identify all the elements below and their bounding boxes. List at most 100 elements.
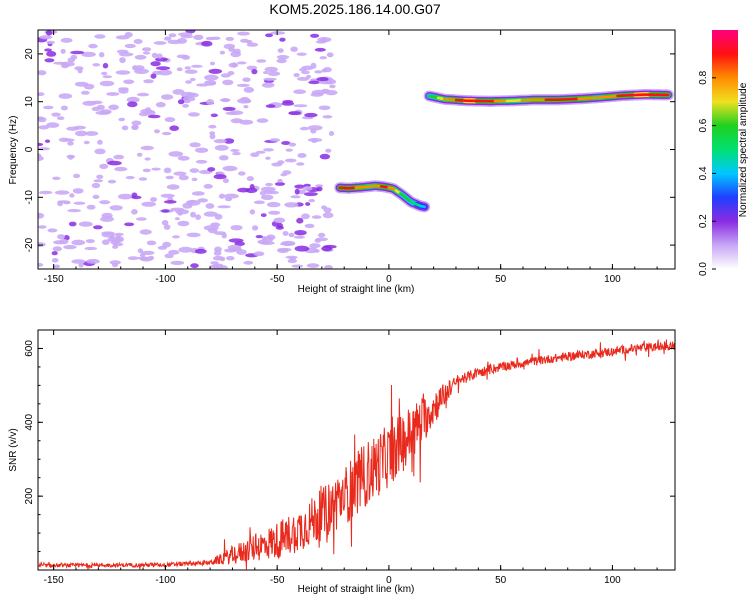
spectrogram-noise-cell bbox=[80, 90, 90, 95]
spectrogram-noise-cell bbox=[281, 141, 291, 145]
spectrogram-noise-cell bbox=[52, 246, 62, 252]
spectrogram-noise-cell bbox=[95, 110, 111, 115]
spectrogram-x-ticks: -150 -100 -50 0 50 100 bbox=[44, 30, 658, 285]
spectrogram-noise-cell bbox=[109, 205, 123, 211]
spectrogram-noise-cell bbox=[205, 203, 215, 209]
spectrogram-noise-cell bbox=[263, 148, 274, 152]
spectrogram-y-ticks: -20 -10 0 10 20 bbox=[24, 48, 675, 252]
spectrogram-noise-cell bbox=[142, 168, 151, 173]
spectrogram-noise-cell bbox=[234, 241, 245, 246]
spectrogram-noise-cell bbox=[153, 41, 167, 45]
spectrogram-noise-cell bbox=[172, 89, 185, 95]
spectrogram-noise-cell bbox=[131, 120, 142, 126]
spectrogram-noise-cell bbox=[319, 80, 333, 85]
spectrogram-noise-cell bbox=[316, 186, 323, 192]
spectrogram-noise-cell bbox=[309, 243, 321, 249]
spectrogram-noise-cell bbox=[46, 40, 55, 45]
spectrogram-noise-cell bbox=[193, 34, 204, 40]
spectrogram-noise-cell bbox=[93, 179, 103, 183]
spectrogram-noise-cell bbox=[133, 39, 143, 44]
spectrogram-noise-cell bbox=[164, 200, 177, 204]
spectrogram-noise-cell bbox=[38, 142, 44, 147]
spectrogram-noise-cell bbox=[127, 256, 139, 261]
spectrogram-noise-cell bbox=[99, 200, 111, 205]
spectrogram-noise-cell bbox=[201, 40, 213, 47]
spectrogram-noise-cell bbox=[310, 62, 317, 69]
spectrogram-noise-cell bbox=[99, 52, 105, 58]
spectrogram-noise-cell bbox=[119, 57, 126, 64]
spectrogram-noise-cell bbox=[71, 239, 86, 246]
spectrogram-noise-cell bbox=[94, 148, 106, 155]
spectrogram-noise-cell bbox=[136, 152, 143, 157]
spectrogram-noise-cell bbox=[280, 173, 288, 177]
spectrogram-noise-cell bbox=[114, 166, 128, 172]
spectrogram-noise-cell bbox=[44, 58, 55, 63]
spectrogram-noise-cell bbox=[225, 111, 237, 116]
x-tick-label: -150 bbox=[44, 575, 64, 586]
spectrogram-noise-cell bbox=[279, 37, 286, 42]
spectrogram-noise-cell bbox=[112, 242, 124, 247]
spectrogram-noise-cell bbox=[78, 262, 84, 268]
spectrogram-noise-cell bbox=[54, 190, 70, 195]
spectrogram-noise-cell bbox=[302, 186, 313, 191]
spectrogram-noise-cell bbox=[318, 232, 326, 238]
spectrogram-noise-cell bbox=[123, 79, 135, 85]
spectrogram-noise-cell bbox=[72, 188, 84, 194]
y-tick-label: -10 bbox=[24, 190, 35, 205]
spectrogram-noise-cell bbox=[288, 232, 295, 238]
spectrogram-noise-cell bbox=[60, 48, 66, 54]
spectrogram-noise-cell bbox=[223, 138, 235, 144]
spectrogram-noise-cell bbox=[232, 151, 241, 156]
spectrogram-noise-cell bbox=[144, 157, 151, 161]
spectrogram-noise-cell bbox=[253, 251, 265, 257]
spectrogram-noise-cell bbox=[177, 220, 190, 227]
spectrogram-noise-cell bbox=[155, 66, 171, 71]
spectrogram-noise-cell bbox=[86, 258, 100, 264]
spectrogram-noise-cell bbox=[93, 225, 103, 230]
spectrogram-noise-cell bbox=[246, 176, 254, 182]
spectrogram-noise-cell bbox=[107, 160, 122, 166]
spectrogram-noise-cell bbox=[230, 225, 243, 231]
spectrogram-noise-cell bbox=[210, 261, 219, 265]
spectrogram-noise-cell bbox=[163, 167, 172, 174]
spectrogram-noise-cell bbox=[59, 238, 69, 245]
spectrogram-noise-cell bbox=[86, 204, 96, 210]
spectrogram-noise-cell bbox=[281, 101, 295, 106]
spectrogram-noise-cell bbox=[150, 61, 161, 67]
spectrogram-noise-cell bbox=[219, 155, 229, 161]
spectrogram-noise-cell bbox=[296, 52, 307, 56]
x-tick-label: 0 bbox=[386, 274, 392, 285]
spectrogram-noise-cell bbox=[163, 36, 172, 41]
snr-panel: -150 -100 -50 0 50 100 200 400 600 Height of st… bbox=[8, 329, 676, 595]
spectrogram-noise-cell bbox=[318, 105, 331, 111]
spectrogram-noise-cell bbox=[38, 92, 45, 96]
spectrogram-noise-cell bbox=[322, 212, 334, 219]
spectrogram-noise-cell bbox=[319, 153, 331, 160]
spectrogram-noise-cell bbox=[246, 42, 259, 47]
spectrogram-noise-cell bbox=[209, 133, 216, 140]
spectrogram-noise-cell bbox=[44, 48, 52, 52]
spectrogram-noise-cell bbox=[83, 83, 95, 90]
spectrogram-noise-cell bbox=[165, 175, 174, 180]
spectrogram-noise-cell bbox=[126, 96, 140, 103]
spectrogram-noise-cell bbox=[204, 74, 219, 81]
spectrogram-noise-cell bbox=[265, 104, 276, 108]
spectrogram-noise-cell bbox=[178, 175, 189, 181]
spectrogram-noise-cell bbox=[113, 154, 125, 160]
spectrogram-noise-cell bbox=[136, 92, 150, 97]
spectrogram-noise-cell bbox=[141, 201, 156, 207]
spectrogram-noise-cell bbox=[69, 193, 75, 198]
spectrogram-noise-cell bbox=[230, 149, 240, 152]
spectrogram-noise-cell bbox=[208, 124, 217, 129]
spectrogram-noise-cell bbox=[213, 174, 227, 180]
spectrogram-noise-cell bbox=[289, 257, 296, 261]
spectrogram-noise-cell bbox=[101, 239, 110, 245]
spectrogram-noise-cell bbox=[213, 139, 227, 144]
spectrogram-noise-cell bbox=[163, 224, 171, 230]
spectrogram-noise-cell bbox=[151, 52, 158, 59]
spectrogram-noise-cell bbox=[301, 213, 310, 220]
spectrogram-noise-cell bbox=[166, 184, 180, 190]
spectrogram-noise-cell bbox=[263, 77, 277, 81]
x-tick-label: -150 bbox=[44, 274, 64, 285]
spectrogram-noise-cell bbox=[38, 225, 47, 229]
